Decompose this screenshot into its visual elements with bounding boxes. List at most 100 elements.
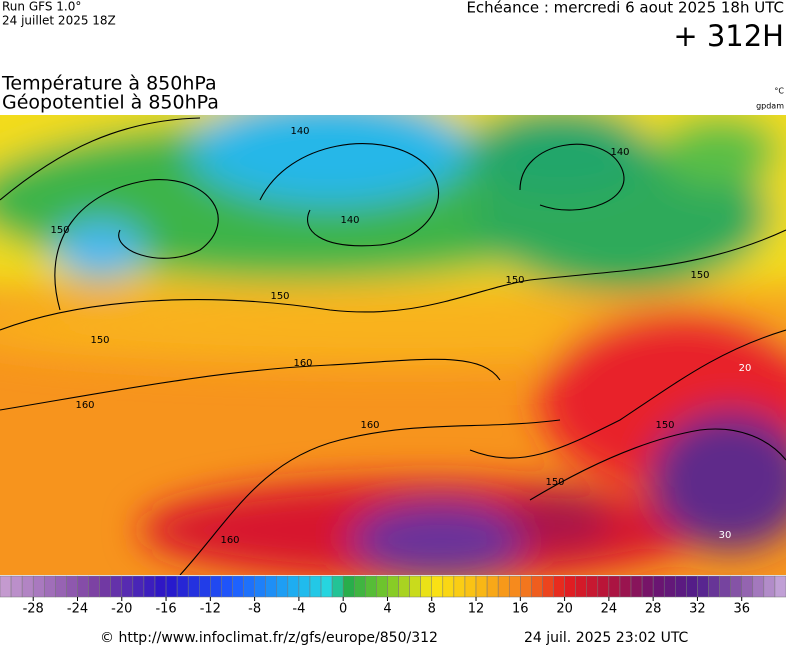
colorbar-cell <box>21 575 34 598</box>
colorbar-cell <box>619 575 632 598</box>
colorbar-cell <box>641 575 654 598</box>
colorbar-cell <box>276 575 289 598</box>
colorbar-cell <box>531 575 543 598</box>
colorbar-cell <box>143 575 156 598</box>
colorbar-cell <box>431 575 444 598</box>
colorbar-cell <box>287 575 300 598</box>
colorbar-cell <box>420 575 432 598</box>
colorbar-cell <box>564 575 576 598</box>
colorbar-cell <box>298 575 311 598</box>
colorbar-cell <box>342 575 355 598</box>
colorbar-cell <box>99 575 111 598</box>
colorbar-tick-label: 0 <box>339 602 347 617</box>
valid-time: Echéance : mercredi 6 aout 2025 18h UTC <box>466 0 784 17</box>
colorbar-tick-label: 16 <box>512 602 529 617</box>
colorbar-cell <box>110 575 123 598</box>
colorbar-cell <box>608 575 621 598</box>
colorbar-tick-label: -8 <box>248 602 261 617</box>
colorbar-cell <box>464 575 477 598</box>
colorbar-cell <box>730 575 742 598</box>
colorbar-cell <box>254 575 266 598</box>
colorbar-cell <box>265 575 278 598</box>
colorbar-cell <box>320 575 333 598</box>
colorbar-cell <box>497 575 510 598</box>
contour-label: 150 <box>90 335 109 346</box>
colorbar-cell <box>586 575 599 598</box>
colorbar-cell <box>10 575 23 598</box>
contour-label: 20 <box>739 363 752 374</box>
colorbar-cell <box>763 575 776 598</box>
colorbar-tick-label: 36 <box>733 602 750 617</box>
colorbar-cell <box>176 575 189 598</box>
contour-label: 140 <box>610 147 629 158</box>
colorbar-cell <box>32 575 45 598</box>
contour-label: 150 <box>50 225 69 236</box>
colorbar-tick-label: 4 <box>383 602 391 617</box>
colorbar-cell <box>398 575 410 598</box>
title-geopotential: Géopotentiel à 850hPa <box>2 92 219 114</box>
contour-label: 160 <box>220 535 239 546</box>
colorbar-cell <box>132 575 145 598</box>
colorbar-cell <box>365 575 377 598</box>
colorbar-tick-label: 28 <box>645 602 662 617</box>
colorbar-cell <box>88 575 100 598</box>
colorbar-cell <box>232 575 244 598</box>
contour-label: 150 <box>690 270 709 281</box>
colorbar-cell <box>221 575 233 598</box>
contour-label: 150 <box>505 275 524 286</box>
colorbar-cell <box>719 575 731 598</box>
colorbar-cell <box>774 575 786 598</box>
colorbar-tick-label: 8 <box>428 602 436 617</box>
contour-labels: 140 140 140 150 150 150 150 150 160 160 160 160 150 1… <box>50 126 751 546</box>
colorbar-tick-label: -16 <box>155 602 176 617</box>
contour-label: 160 <box>360 420 379 431</box>
colorbar-cell <box>154 575 167 598</box>
colorbar-cell <box>752 575 765 598</box>
unit-temperature: °C <box>774 87 784 96</box>
colorbar-cell <box>686 575 698 598</box>
contour-label: 150 <box>545 477 564 488</box>
colorbar-cell <box>243 575 255 598</box>
colorbar-cell <box>409 575 421 598</box>
run-label: Run GFS 1.0° <box>2 0 81 14</box>
unit-geopotential: gpdam <box>756 102 784 111</box>
colorbar-cell <box>486 575 499 598</box>
contour-label: 160 <box>293 358 312 369</box>
colorbar-cell <box>0 575 12 598</box>
run-date: 24 juillet 2025 18Z <box>2 14 116 28</box>
colorbar-cell <box>199 575 211 598</box>
source-url: © http://www.infoclimat.fr/z/gfs/europe/… <box>100 630 438 646</box>
lead-time: + 312H <box>673 19 784 53</box>
colorbar-cell <box>652 575 665 598</box>
colorbar-cell <box>597 575 610 598</box>
colorbar-tick-label: 32 <box>689 602 706 617</box>
colorbar-tick-label: -24 <box>67 602 88 617</box>
colorbar-cell <box>387 575 399 598</box>
colorbar-cell <box>575 575 587 598</box>
colorbar-cell <box>66 575 78 598</box>
colorbar-cell <box>708 575 720 598</box>
colorbar-cell <box>442 575 455 598</box>
colorbar-cell <box>165 575 178 598</box>
colorbar-cell <box>187 575 200 598</box>
colorbar-tick-label: -12 <box>200 602 221 617</box>
generated-time: 24 juil. 2025 23:02 UTC <box>524 630 689 646</box>
colorbar-cell <box>55 575 67 598</box>
colorbar-tick-label: 12 <box>468 602 485 617</box>
colorbar-cell <box>475 575 488 598</box>
colorbar-cell <box>630 575 643 598</box>
colorbar-tick-label: -28 <box>23 602 44 617</box>
colorbar-tick-label: 24 <box>601 602 618 617</box>
contour-label: 150 <box>655 420 674 431</box>
colorbar-cell <box>553 575 565 598</box>
colorbar-cell <box>376 575 388 598</box>
contour-label: 140 <box>340 215 359 226</box>
colorbar-tick-label: -4 <box>292 602 305 617</box>
colorbar-cell <box>354 575 366 598</box>
colorbar-cell <box>663 575 676 598</box>
colorbar-cell <box>121 575 134 598</box>
colorbar-cell <box>331 575 344 598</box>
colorbar-cell <box>741 575 754 598</box>
colorbar-cell <box>542 575 554 598</box>
contour-label: 150 <box>270 291 289 302</box>
